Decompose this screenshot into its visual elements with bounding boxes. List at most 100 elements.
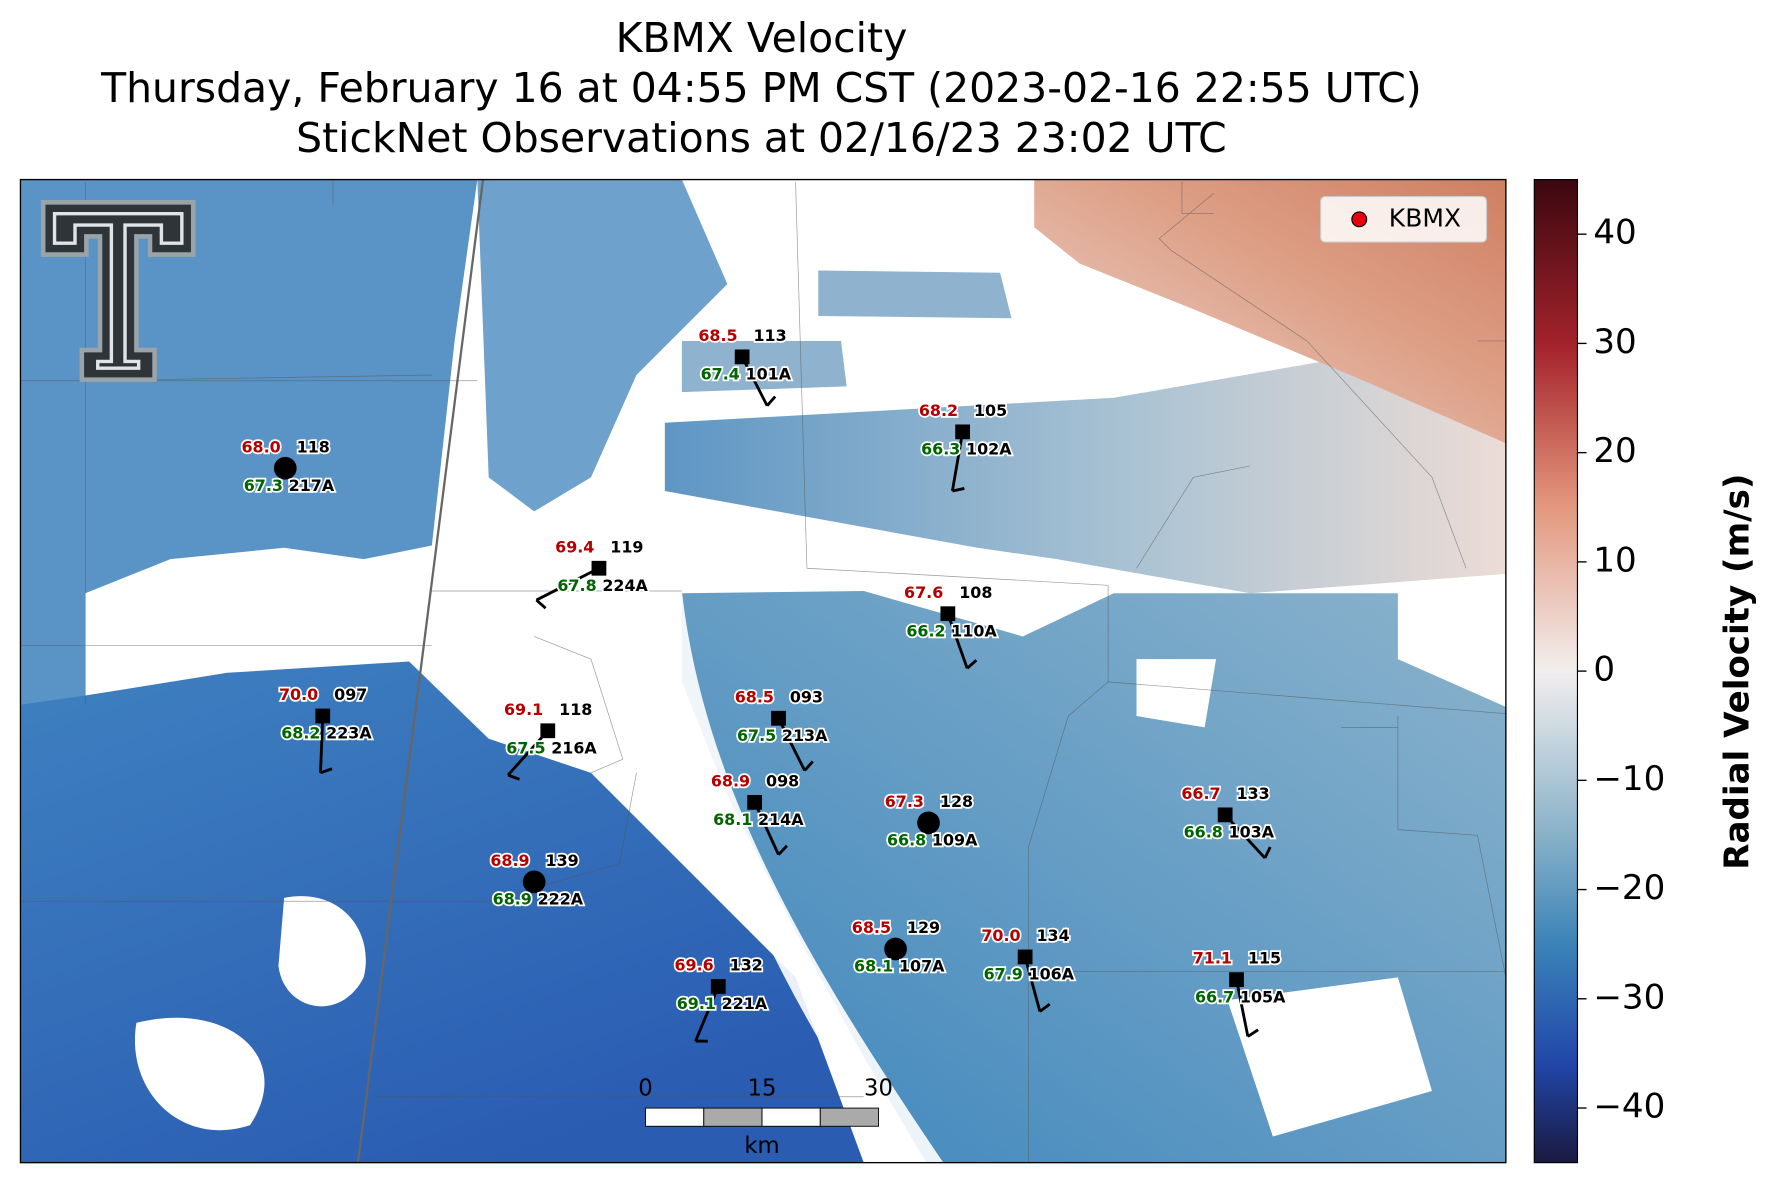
station-marker [710,979,726,994]
dewpoint: 66.8 [887,831,926,850]
ttu-logo [40,200,196,382]
wind-barb [1023,956,1042,1012]
colorbar-tick-label: 10 [1593,540,1636,580]
temperature: 69.6 [674,956,713,975]
scale-tick-label: 15 [748,1075,777,1101]
station-id: 110A [951,621,997,640]
dewpoint: 69.1 [677,994,716,1013]
dewpoint: 66.7 [1195,987,1234,1006]
station-marker [884,937,907,961]
radar-echo [477,179,728,512]
observation: 132 [730,956,763,975]
wind-barb-flag [766,395,777,407]
colorbar-tick-label: 0 [1593,650,1615,690]
observation: 119 [610,537,643,556]
temperature: 71.1 [1193,949,1232,968]
wind-barb-flag [803,760,814,772]
temperature: 68.5 [852,918,891,937]
title-line: StickNet Observations at 02/16/23 23:02 … [296,114,1227,162]
scale-segment [645,1107,705,1127]
colorbar-tick-label: −20 [1593,868,1665,908]
map-frame [19,178,1507,1164]
station-id: 107A [899,957,945,976]
wind-barb [319,715,325,773]
wind-barb [777,717,806,772]
temperature: 66.7 [1181,784,1220,803]
temperature: 67.6 [904,583,943,602]
observation: 134 [1036,926,1069,945]
station-id: 217A [289,476,335,495]
station-marker [1017,949,1033,965]
station-id: 105A [1240,987,1286,1006]
legend-box [1320,196,1488,243]
temperature: 70.0 [279,685,318,704]
dewpoint: 66.8 [1184,823,1223,842]
colorbar-tick-label: −10 [1593,759,1665,799]
observation: 108 [959,583,992,602]
radar-echo [681,270,1012,393]
scale-tick-label: 0 [638,1075,652,1101]
dewpoint: 67.3 [244,476,283,495]
station-marker [591,560,607,576]
station-marker [940,606,956,622]
observation: 115 [1248,949,1281,968]
station-marker [747,794,763,810]
dewpoint: 68.1 [713,810,752,829]
wind-barb-flag [320,767,333,775]
wind-barb-flag [966,659,978,670]
station-layer: 68.5 113 67.4 101A 68.2 105 66.3 102A 68.0 118 67.… [240,324,1288,1043]
colorbar-label: Radial Velocity (m/s) [1717,474,1757,870]
wind-barb-flag [1247,1028,1259,1038]
station-marker [917,811,940,835]
station-id: 213A [782,726,828,745]
temperature: 68.9 [711,771,750,790]
station-marker [273,456,297,480]
observation: 133 [1237,784,1270,803]
wind-barb-flag [507,773,520,781]
title-line: KBMX Velocity [616,14,908,62]
radar-map [20,179,1506,1163]
wind-barb [694,985,720,1042]
scale-segment [703,1107,763,1127]
temperature: 68.0 [241,437,280,456]
wind-barb [946,613,969,669]
station-id: 216A [551,738,597,757]
legend-marker [1351,211,1368,228]
station-id: 224A [602,576,648,595]
scale-segment [819,1107,879,1127]
observation: 118 [297,437,330,456]
temperature: 69.4 [555,537,594,556]
scale-segment [761,1107,821,1127]
wind-barb [950,431,965,492]
dewpoint: 68.1 [854,957,893,976]
wind-barb-flag [952,487,965,493]
dewpoint: 68.2 [281,724,320,743]
wind-barb-flag [535,599,547,610]
station-id: 101A [746,365,792,384]
observation: 128 [940,792,973,811]
station-marker [771,710,786,726]
legend-label: KBMX [1389,203,1461,232]
colorbar-gradient [1533,178,1579,1164]
temperature: 68.9 [490,851,529,870]
radar-gap [659,590,944,1163]
station-id: 223A [326,724,372,743]
state-border [356,179,485,1163]
wind-barb [740,356,769,407]
observation: 139 [546,851,579,870]
temperature: 67.3 [885,792,924,811]
station-marker [540,723,556,739]
colorbar-tick-label: −40 [1593,1087,1665,1127]
scale-tick-label: 30 [864,1075,893,1101]
station-marker [522,870,546,894]
temperature: 68.5 [698,326,737,345]
station-id: 222A [538,890,584,909]
wind-barb-flag [777,844,788,856]
radar-gap [134,659,1432,1137]
colorbar-tick-label: −30 [1593,977,1665,1017]
colorbar-tick-label: 30 [1593,322,1636,362]
station-id: 109A [932,831,978,850]
observation: 118 [559,700,592,719]
